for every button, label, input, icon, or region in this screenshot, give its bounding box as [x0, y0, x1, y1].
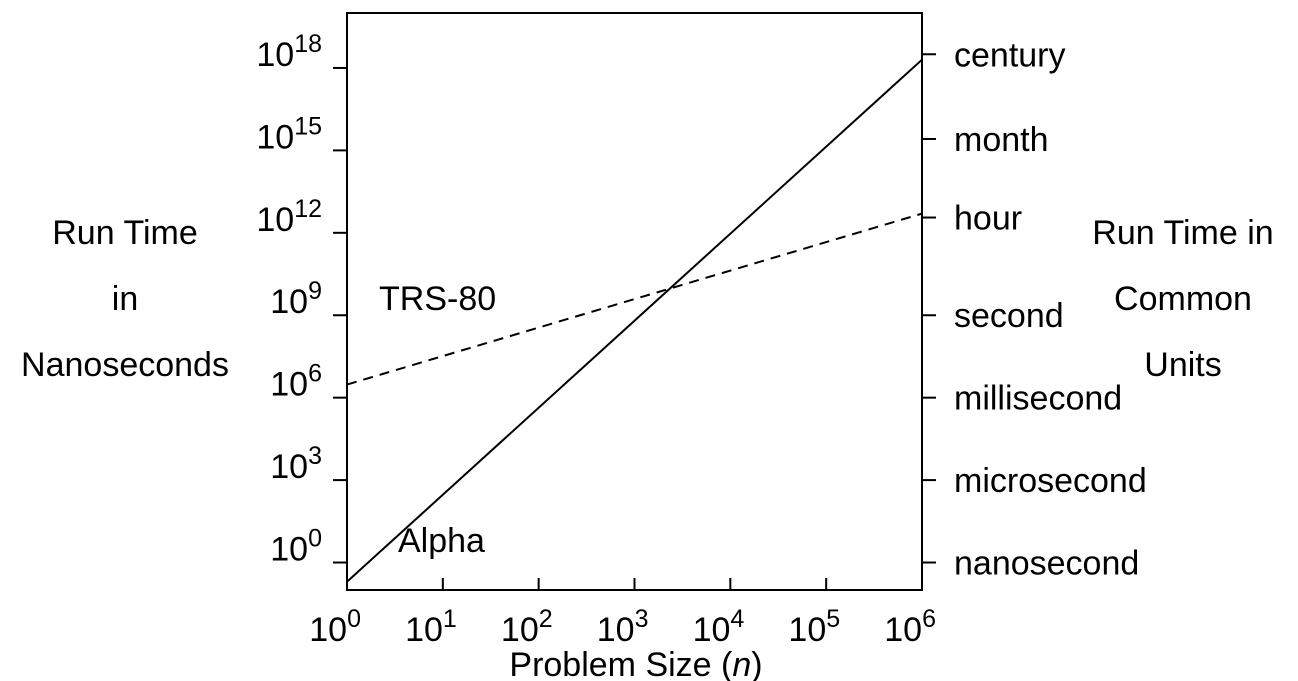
y-tick-label-right: microsecond: [954, 462, 1147, 500]
y-tick-label-right: century: [954, 36, 1066, 74]
x-axis-label-var: n: [732, 646, 751, 681]
y-axis-label-left: Run Time in Nanoseconds: [0, 216, 250, 382]
y-axis-label-right: Run Time in Common Units: [1068, 216, 1298, 382]
y-tick-label-right: hour: [954, 200, 1022, 238]
x-axis-label-prefix: Problem Size (: [509, 646, 733, 681]
y-axis-label-right-line: Run Time in: [1092, 214, 1274, 252]
x-tick-label: 104: [693, 605, 745, 649]
y-axis-label-right-line: Common: [1114, 280, 1252, 318]
x-tick-label: 106: [884, 605, 936, 649]
series-line-trs80: [346, 212, 923, 386]
y-tick-label-right: month: [954, 121, 1049, 159]
x-tick-label: 103: [597, 605, 649, 649]
series-label-trs80: TRS-80: [379, 280, 496, 318]
x-tick-label: 102: [501, 605, 553, 649]
y-tick-label-left: 106: [270, 360, 322, 404]
x-axis-label: Problem Size (n): [509, 646, 762, 681]
y-tick-label-left: 109: [270, 277, 322, 321]
x-tick-label: 105: [788, 605, 840, 649]
y-axis-label-left-line: Nanoseconds: [21, 346, 229, 384]
series-line-alpha: [346, 58, 923, 583]
y-axis-label-left-line: in: [111, 280, 139, 318]
y-axis-label-left-line: Run Time: [52, 214, 198, 252]
y-tick-label-left: 103: [270, 442, 322, 486]
y-tick-label-left: 1015: [256, 112, 322, 156]
y-axis-label-right-line: Units: [1144, 346, 1222, 384]
x-axis-label-suffix: ): [751, 646, 762, 681]
y-tick-label-left: 1012: [256, 195, 322, 239]
y-tick-label-right: millisecond: [954, 380, 1122, 418]
x-tick-label: 101: [405, 605, 457, 649]
y-tick-label-right: second: [954, 297, 1064, 335]
y-tick-label-left: 100: [270, 525, 322, 569]
y-tick-label-left: 1018: [256, 30, 322, 74]
x-tick-label: 100: [309, 605, 361, 649]
y-tick-label-right: nanosecond: [954, 545, 1139, 583]
series-label-alpha: Alpha: [398, 522, 485, 560]
